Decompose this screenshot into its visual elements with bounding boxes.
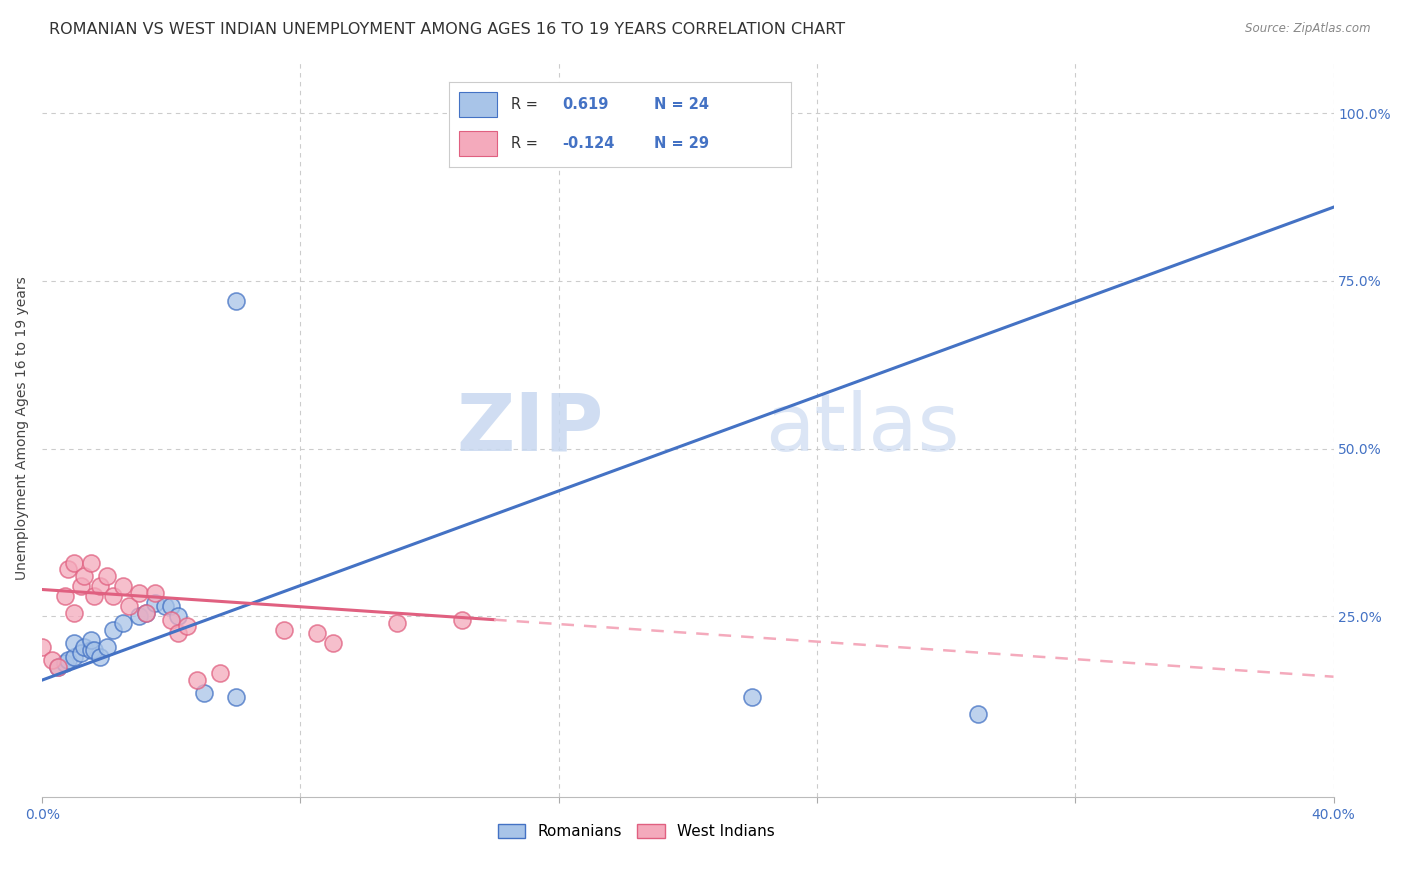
Point [111, 615, 134, 630]
Y-axis label: Unemployment Among Ages 16 to 19 years: Unemployment Among Ages 16 to 19 years [15, 277, 30, 581]
Point [56, 562, 79, 576]
Text: atlas: atlas [765, 390, 960, 467]
Point [967, 706, 990, 721]
Point [186, 673, 208, 687]
Point [70, 646, 93, 660]
Point [322, 636, 344, 650]
Point [63, 636, 86, 650]
Point [83, 589, 105, 603]
Point [70, 579, 93, 593]
Point [46, 659, 69, 673]
Point [31, 640, 53, 654]
Point [79, 632, 101, 647]
Point [208, 666, 231, 681]
Point [89, 579, 111, 593]
Text: ROMANIAN VS WEST INDIAN UNEMPLOYMENT AMONG AGES 16 TO 19 YEARS CORRELATION CHART: ROMANIAN VS WEST INDIAN UNEMPLOYMENT AMO… [49, 22, 845, 37]
Point [166, 626, 188, 640]
Point [89, 649, 111, 664]
Point [53, 589, 76, 603]
Point [63, 556, 86, 570]
Text: ZIP: ZIP [457, 390, 605, 467]
Point [143, 586, 166, 600]
Point [79, 556, 101, 570]
Point [103, 589, 125, 603]
Point [160, 599, 183, 614]
Point [741, 690, 763, 704]
Point [176, 619, 198, 633]
Point [160, 613, 183, 627]
Point [134, 606, 156, 620]
Legend: Romanians, West Indians: Romanians, West Indians [492, 818, 780, 845]
Point [96, 569, 118, 583]
Point [166, 609, 188, 624]
Point [103, 623, 125, 637]
Point [305, 626, 328, 640]
Point [41, 653, 63, 667]
Point [83, 643, 105, 657]
Point [225, 690, 247, 704]
Point [273, 623, 295, 637]
Text: Source: ZipAtlas.com: Source: ZipAtlas.com [1246, 22, 1371, 36]
Point [225, 294, 247, 309]
Point [153, 599, 176, 614]
Point [63, 649, 86, 664]
Point [73, 640, 96, 654]
Point [46, 659, 69, 673]
Point [128, 586, 150, 600]
Point [387, 615, 409, 630]
Point [79, 643, 101, 657]
Point [193, 686, 215, 700]
Point [63, 606, 86, 620]
Point [96, 640, 118, 654]
Point [128, 609, 150, 624]
Point [111, 579, 134, 593]
Point [73, 569, 96, 583]
Point [53, 657, 76, 671]
Point [134, 606, 156, 620]
Point [118, 599, 141, 614]
Point [451, 613, 474, 627]
Point [56, 653, 79, 667]
Point [143, 596, 166, 610]
